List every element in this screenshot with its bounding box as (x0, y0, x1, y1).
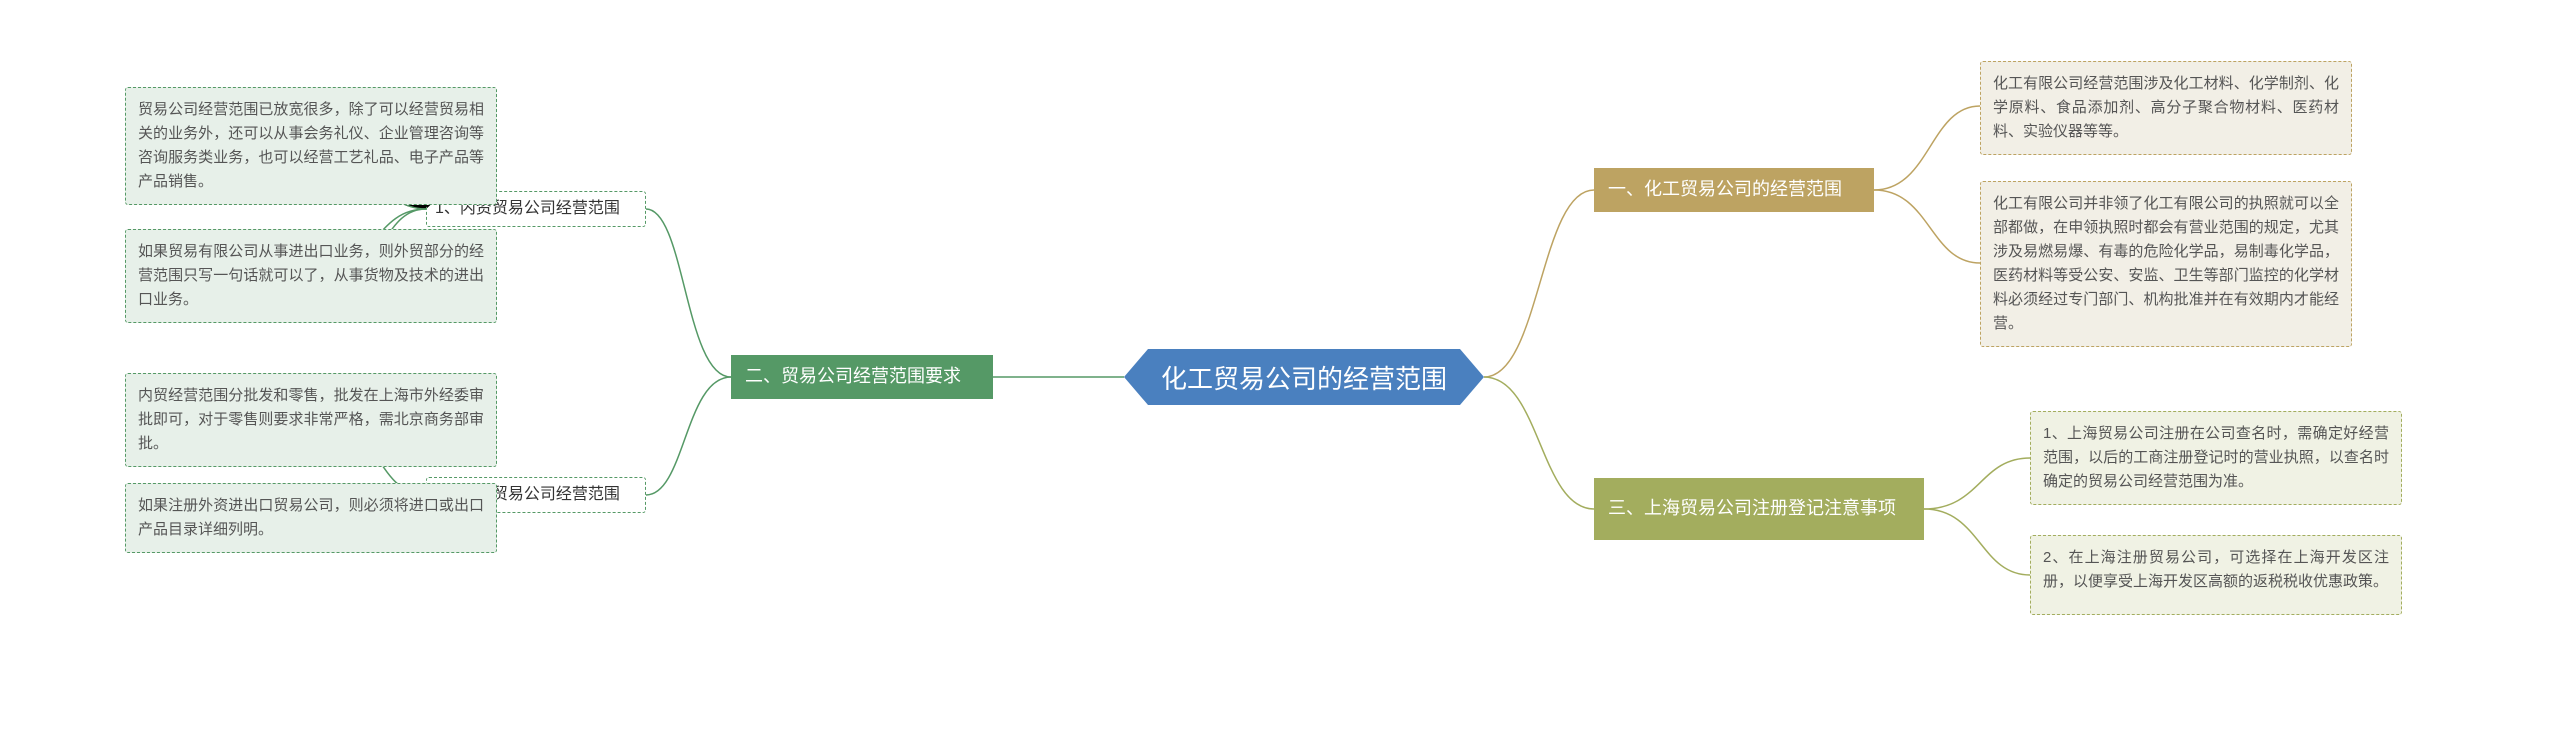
mindmap-stage: 化工贸易公司的经营范围 一、化工贸易公司的经营范围 化工有限公司经营范围涉及化工… (0, 0, 2560, 748)
leaf-r3-2: 2、在上海注册贸易公司，可选择在上海开发区注册，以便享受上海开发区高额的返税税收… (2030, 535, 2402, 615)
edge-r3-leaf1 (1924, 458, 2030, 509)
branch-r1[interactable]: 一、化工贸易公司的经营范围 (1594, 168, 1874, 212)
edge-l2-sub2 (646, 377, 731, 495)
leaf-r1-2: 化工有限公司并非领了化工有限公司的执照就可以全部都做，在申领执照时都会有营业范围… (1980, 181, 2352, 347)
leaf-r1-1: 化工有限公司经营范围涉及化工材料、化学制剂、化学原料、食品添加剂、高分子聚合物材… (1980, 61, 2352, 155)
root-node[interactable]: 化工贸易公司的经营范围 (1124, 349, 1484, 405)
branch-r3[interactable]: 三、上海贸易公司注册登记注意事项 (1594, 478, 1924, 540)
leaf-r3-1: 1、上海贸易公司注册在公司查名时，需确定好经营范围，以后的工商注册登记时的营业执… (2030, 411, 2402, 505)
edge-r3-leaf2 (1924, 509, 2030, 575)
edge-root-to-r1 (1484, 190, 1594, 377)
leaf-l2-2-2: 如果注册外资进出口贸易公司，则必须将进口或出口产品目录详细列明。 (125, 483, 497, 553)
edge-root-to-r3 (1484, 377, 1594, 509)
edge-l2-sub1 (646, 209, 731, 377)
leaf-l2-1-1: 贸易公司经营范围已放宽很多，除了可以经营贸易相关的业务外，还可以从事会务礼仪、企… (125, 87, 497, 205)
edge-r1-leaf1 (1874, 106, 1980, 190)
leaf-l2-2-1: 内贸经营范围分批发和零售，批发在上海市外经委审批即可，对于零售则要求非常严格，需… (125, 373, 497, 467)
leaf-l2-1-2: 如果贸易有限公司从事进出口业务，则外贸部分的经营范围只写一句话就可以了，从事货物… (125, 229, 497, 323)
edge-r1-leaf2 (1874, 190, 1980, 263)
branch-l2[interactable]: 二、贸易公司经营范围要求 (731, 355, 993, 399)
